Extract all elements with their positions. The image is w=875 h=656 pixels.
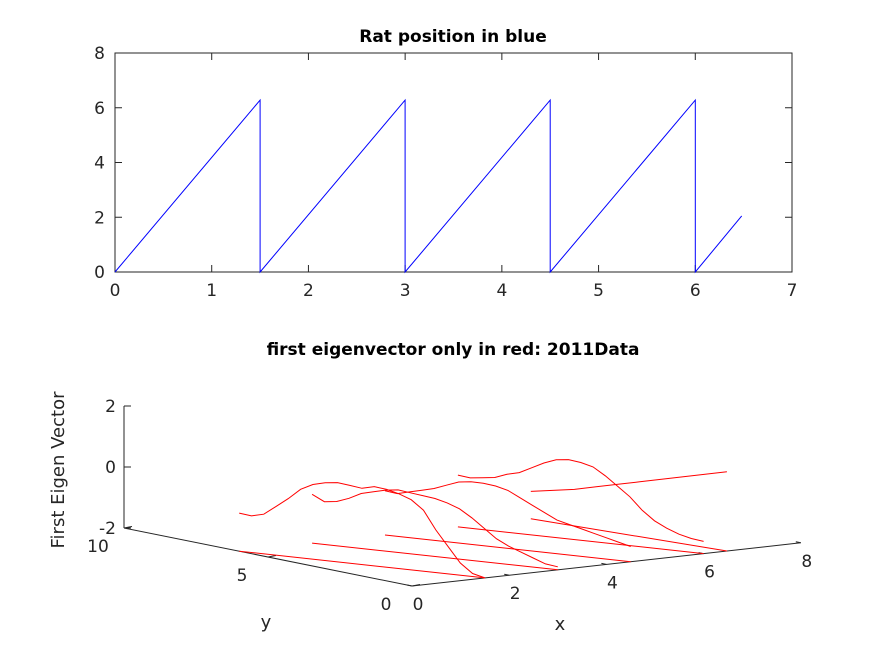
trace-baseline bbox=[239, 550, 485, 579]
x-tick bbox=[795, 541, 801, 544]
y-tick-label: 6 bbox=[94, 99, 105, 119]
y-tick bbox=[267, 555, 277, 558]
y-axis-label: y bbox=[261, 612, 272, 633]
rat-position-line bbox=[114, 98, 743, 274]
x-tick-label: 2 bbox=[510, 584, 521, 604]
z-tick-label: -2 bbox=[99, 519, 116, 539]
y-tick-label: 8 bbox=[94, 44, 105, 64]
x-tick-label: 8 bbox=[801, 552, 812, 572]
trace-baseline bbox=[530, 518, 728, 552]
y-tick-label: 4 bbox=[94, 154, 105, 174]
y-tick-label: 5 bbox=[237, 566, 248, 586]
trace-baseline bbox=[312, 542, 558, 571]
z-tick-label: 0 bbox=[105, 458, 116, 478]
y-tick-label: 0 bbox=[94, 263, 105, 283]
top-plot-tick-labels: 0 1 2 3 4 5 6 7 0 2 4 6 8 bbox=[94, 44, 797, 301]
x-tick bbox=[406, 584, 413, 587]
y-tick-label: 2 bbox=[94, 208, 105, 228]
x-tick-label: 2 bbox=[303, 281, 314, 301]
trace-baseline bbox=[384, 534, 631, 563]
x-tick-label: 7 bbox=[787, 281, 798, 301]
z-axis-label: First Eigen Vector bbox=[48, 391, 69, 549]
eigenvector-curve bbox=[239, 482, 486, 579]
y-tick bbox=[411, 584, 421, 587]
bottom-plot-tick-labels: 0 2 4 6 8 0 5 10-2 0 2 bbox=[87, 397, 812, 615]
x-tick-label: 1 bbox=[206, 281, 217, 301]
top-plot-ticks bbox=[114, 52, 793, 273]
x-tick-label: 3 bbox=[400, 281, 411, 301]
trace-baseline bbox=[457, 526, 704, 555]
x-tick-label: 4 bbox=[496, 281, 507, 301]
x-tick-label: 0 bbox=[413, 595, 424, 615]
x-tick bbox=[504, 573, 510, 576]
x-tick-label: 0 bbox=[110, 281, 121, 301]
top-plot-axes-box bbox=[114, 52, 793, 273]
bottom-plot-axes bbox=[123, 405, 801, 587]
eigenvector-curve bbox=[457, 459, 704, 542]
eigenvector-traces bbox=[239, 459, 728, 579]
bottom-plot: first eigenvector only in red: 2011Data … bbox=[48, 340, 812, 635]
z-tick-label: 2 bbox=[105, 397, 116, 417]
x-tick-label: 4 bbox=[607, 573, 618, 593]
eigenvector-curve bbox=[384, 481, 631, 547]
y-tick-label: 0 bbox=[381, 595, 392, 615]
top-plot-title: Rat position in blue bbox=[359, 27, 547, 47]
top-plot: Rat position in blue 0 1 2 3 4 5 6 7 0 2 4 6 8 bbox=[94, 27, 797, 301]
x-tick-label: 6 bbox=[704, 563, 715, 583]
eigenvector-curve bbox=[311, 489, 558, 568]
x-tick-label: 6 bbox=[690, 281, 701, 301]
x-tick bbox=[601, 562, 607, 565]
eigenvector-curve bbox=[530, 471, 727, 492]
x-tick-label: 5 bbox=[593, 281, 604, 301]
x-axis-label: x bbox=[555, 614, 566, 635]
bottom-plot-title: first eigenvector only in red: 2011Data bbox=[267, 340, 640, 360]
y-tick-label: 10 bbox=[87, 537, 109, 557]
